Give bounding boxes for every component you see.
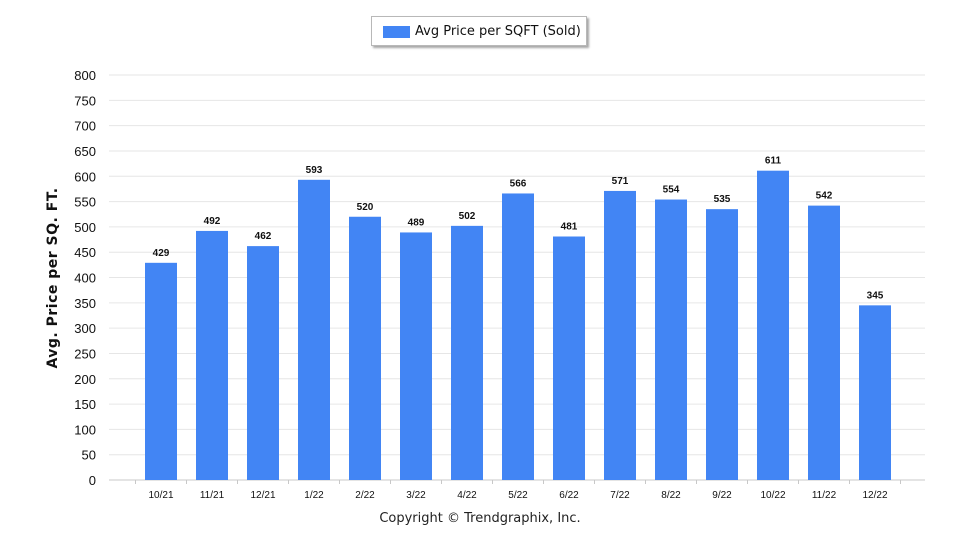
- x-tick-label: 11/22: [812, 490, 837, 501]
- bar: [196, 230, 228, 480]
- data-label: 481: [561, 221, 578, 232]
- x-tick-label: 6/22: [559, 490, 579, 501]
- data-label: 535: [714, 194, 731, 205]
- x-tick-label: 3/22: [406, 490, 426, 501]
- y-tick-label: 150: [74, 397, 96, 412]
- bar: [400, 232, 432, 480]
- data-label: 566: [510, 178, 527, 189]
- y-tick-label: 100: [74, 422, 96, 437]
- x-tick-label: 11/21: [200, 490, 225, 501]
- data-label: 429: [153, 248, 170, 259]
- bar: [757, 170, 789, 480]
- data-label: 462: [255, 231, 272, 242]
- bar: [502, 193, 534, 480]
- bar: [808, 205, 840, 481]
- bar: [604, 190, 636, 480]
- x-tick-label: 12/22: [862, 490, 887, 501]
- bar: [553, 236, 585, 480]
- y-tick-label: 300: [74, 321, 96, 336]
- data-label: 520: [357, 202, 374, 213]
- y-tick-label: 700: [74, 119, 96, 134]
- data-label: 492: [204, 216, 221, 227]
- x-tick-label: 2/22: [355, 490, 375, 501]
- data-label: 345: [867, 290, 884, 301]
- y-tick-label: 50: [82, 448, 96, 463]
- x-tick-label: 8/22: [661, 490, 681, 501]
- legend-swatch: [383, 26, 410, 38]
- legend: Avg Price per SQFT (Sold): [371, 16, 587, 46]
- data-label: 554: [663, 185, 680, 196]
- y-tick-label: 750: [74, 93, 96, 108]
- y-tick-label: 800: [74, 68, 96, 83]
- y-tick-label: 350: [74, 296, 96, 311]
- y-tick-label: 0: [89, 473, 96, 488]
- y-tick-label: 250: [74, 346, 96, 361]
- bar: [655, 199, 687, 480]
- x-tick-label: 12/21: [250, 490, 275, 501]
- bar: [247, 246, 279, 480]
- bar: [298, 179, 330, 480]
- data-label: 571: [612, 176, 629, 187]
- x-tick-label: 9/22: [712, 490, 732, 501]
- bar: [145, 262, 177, 480]
- y-tick-label: 500: [74, 220, 96, 235]
- data-label: 489: [408, 217, 425, 228]
- x-tick-label: 10/22: [760, 490, 785, 501]
- y-tick-label: 450: [74, 245, 96, 260]
- data-label: 542: [816, 191, 833, 202]
- y-tick-label: 600: [74, 169, 96, 184]
- x-tick-label: 4/22: [457, 490, 477, 501]
- bar: [859, 305, 891, 480]
- data-label: 502: [459, 211, 476, 222]
- data-label: 593: [306, 165, 323, 176]
- bar: [706, 209, 738, 480]
- x-tick-label: 7/22: [610, 490, 630, 501]
- y-tick-label: 650: [74, 144, 96, 159]
- x-tick-label: 5/22: [508, 490, 528, 501]
- y-tick-label: 400: [74, 271, 96, 286]
- y-tick-label: 200: [74, 372, 96, 387]
- bar: [451, 225, 483, 480]
- bar: [349, 216, 381, 480]
- copyright-text: Copyright © Trendgraphix, Inc.: [379, 511, 581, 526]
- y-tick-label: 550: [74, 195, 96, 210]
- x-tick-label: 1/22: [304, 490, 324, 501]
- x-tick-label: 10/21: [148, 490, 173, 501]
- data-label: 611: [765, 156, 782, 167]
- legend-label: Avg Price per SQFT (Sold): [415, 24, 581, 39]
